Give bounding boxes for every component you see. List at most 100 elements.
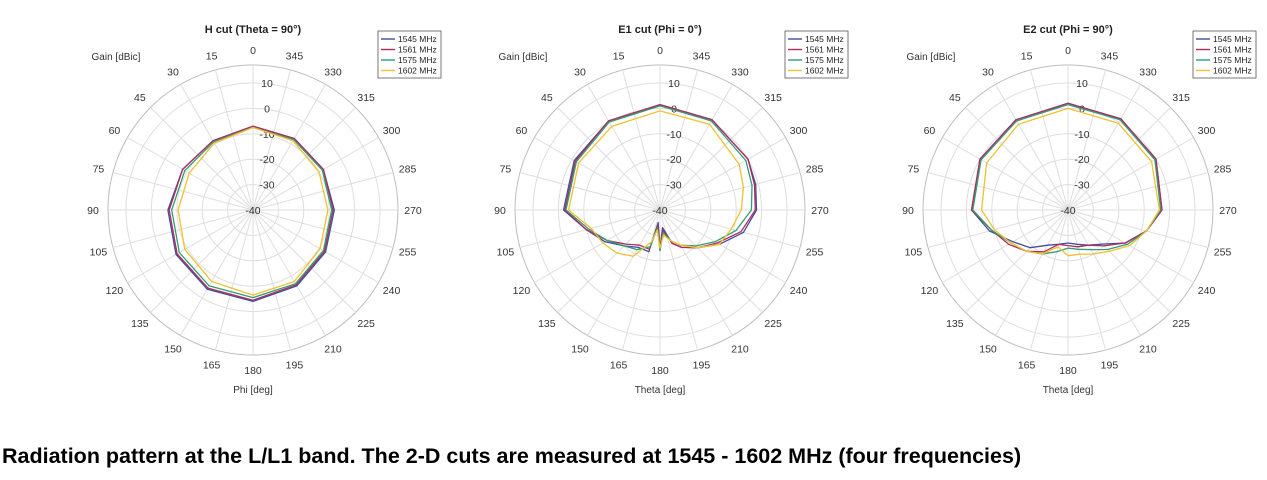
theta-tick-label: 0 (657, 45, 663, 57)
theta-tick-label: 105 (905, 246, 923, 258)
r-tick-label: -20 (259, 154, 274, 166)
theta-tick-label: 210 (731, 344, 749, 356)
polar-grid-spoke (557, 209, 661, 313)
polar-grid-spoke (252, 209, 356, 313)
polar-grid-spoke (1067, 69, 1107, 211)
polar-grid-spoke (112, 171, 254, 211)
legend-entry: 1545 MHz (398, 34, 437, 44)
theta-axis-label: Phi [deg] (233, 385, 273, 396)
r-tick-label: -40 (652, 205, 667, 217)
polar-chart-1: 0 15 30 45 60 75 90 105 120 135 150 165 180 195 210 225… (87, 24, 442, 396)
polar-grid-spoke (659, 209, 801, 249)
theta-tick-label: 225 (1172, 318, 1190, 330)
r-tick-label: -40 (1060, 205, 1075, 217)
r-tick-label: 10 (261, 78, 273, 90)
theta-tick-label: 210 (324, 344, 342, 356)
r-tick-label: -20 (666, 154, 681, 166)
polar-grid-spoke (252, 209, 394, 249)
polar-grid-spoke (214, 209, 254, 351)
polar-grid-spoke (659, 209, 733, 336)
legend-entry: 1561 MHz (1213, 45, 1252, 55)
theta-tick-label: 240 (1198, 285, 1216, 297)
polar-grid-spoke (1067, 137, 1194, 211)
theta-tick-label: 30 (167, 66, 179, 78)
series-line-1561-mhz (168, 125, 334, 301)
theta-tick-label: 180 (651, 365, 669, 377)
theta-tick-label: 195 (1101, 360, 1119, 372)
theta-tick-label: 345 (286, 50, 304, 62)
theta-tick-label: 150 (571, 344, 589, 356)
polar-grid-spoke (965, 107, 1069, 211)
polar-grid-spoke (252, 69, 292, 211)
polar-grid-spoke (180, 209, 254, 336)
polar-grid-spoke (995, 84, 1069, 211)
polar-grid-spoke (252, 209, 292, 351)
chart-title: H cut (Theta = 90°) (205, 24, 302, 36)
r-axis-label: Gain [dBic] (907, 52, 956, 63)
polar-grid-spoke (659, 209, 763, 313)
polar-chart-3: 0 15 30 45 60 75 90 105 120 135 150 165 180 195 210 225… (902, 24, 1257, 396)
polar-grid-spoke (127, 209, 254, 283)
polar-grid-spoke (659, 84, 733, 211)
theta-tick-label: 60 (924, 125, 936, 137)
r-tick-label: -10 (1074, 129, 1089, 141)
r-tick-label: -30 (666, 180, 681, 192)
theta-tick-label: 210 (1139, 344, 1157, 356)
r-tick-label: -40 (245, 205, 260, 217)
legend-entry: 1545 MHz (1213, 34, 1252, 44)
theta-tick-label: 330 (1139, 66, 1157, 78)
polar-grid-spoke (1067, 209, 1171, 313)
polar-grid-spoke (112, 209, 254, 249)
theta-tick-label: 135 (131, 318, 149, 330)
theta-tick-label: 345 (693, 50, 711, 62)
polar-grid-spoke (927, 171, 1069, 211)
r-tick-label: -30 (1074, 180, 1089, 192)
r-tick-label: 10 (668, 78, 680, 90)
theta-tick-label: 15 (613, 50, 625, 62)
theta-tick-label: 195 (286, 360, 304, 372)
r-tick-label: 10 (1076, 78, 1088, 90)
theta-tick-label: 135 (538, 318, 556, 330)
chart-title: E2 cut (Phi = 90°) (1023, 24, 1113, 36)
polar-grid-spoke (659, 209, 786, 283)
legend-entry: 1602 MHz (1213, 66, 1252, 76)
polar-chart-2: 0 15 30 45 60 75 90 105 120 135 150 165 180 195 210 225… (494, 24, 849, 396)
r-tick-label: 0 (264, 103, 270, 115)
theta-tick-label: 0 (250, 45, 256, 57)
theta-tick-label: 300 (790, 125, 808, 137)
theta-tick-label: 315 (764, 92, 782, 104)
theta-tick-label: 30 (574, 66, 586, 78)
theta-tick-label: 150 (164, 344, 182, 356)
polar-grid-spoke (1067, 209, 1209, 249)
theta-tick-label: 15 (206, 50, 218, 62)
legend-entry: 1561 MHz (805, 45, 844, 55)
theta-tick-label: 120 (921, 285, 939, 297)
series-line-1575-mhz (972, 103, 1162, 255)
theta-tick-label: 285 (806, 164, 824, 176)
theta-tick-label: 255 (806, 246, 824, 258)
polar-grid-spoke (252, 209, 326, 336)
polar-grid-spoke (621, 209, 661, 351)
theta-tick-label: 120 (513, 285, 531, 297)
polar-grid-spoke (1067, 209, 1141, 336)
theta-tick-label: 90 (87, 205, 99, 217)
polar-grid-spoke (587, 209, 661, 336)
legend-entry: 1602 MHz (398, 66, 437, 76)
series-line-1602-mhz (980, 107, 1161, 257)
theta-tick-label: 105 (90, 246, 108, 258)
theta-tick-label: 345 (1101, 50, 1119, 62)
theta-tick-label: 255 (399, 246, 417, 258)
theta-tick-label: 150 (979, 344, 997, 356)
theta-tick-label: 180 (1059, 365, 1077, 377)
theta-tick-label: 60 (109, 125, 121, 137)
polar-grid-spoke (557, 107, 661, 211)
r-tick-label: -20 (1074, 154, 1089, 166)
theta-tick-label: 165 (203, 360, 221, 372)
polar-grid-spoke (534, 137, 661, 211)
chart-title: E1 cut (Phi = 0°) (618, 24, 702, 36)
theta-tick-label: 120 (106, 285, 124, 297)
r-axis-label: Gain [dBic] (92, 52, 141, 63)
legend-entry: 1575 MHz (398, 55, 437, 65)
polar-grid-spoke (995, 209, 1069, 336)
